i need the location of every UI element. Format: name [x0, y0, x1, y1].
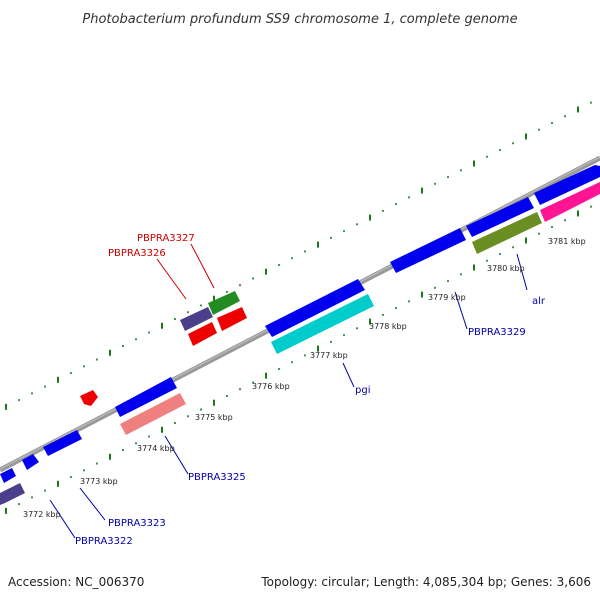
gene-label[interactable]: PBPRA3329	[468, 327, 526, 338]
gene-label-line	[516, 253, 528, 291]
gene-label-line	[190, 243, 215, 289]
gene-label[interactable]: PBPRA3326	[108, 248, 166, 259]
tick-label: 3776 kbp	[252, 382, 290, 391]
gene-labels: PBPRA3322 PBPRA3323 PBPRA3325 pgi PBPRA3329 a…	[75, 233, 546, 547]
gene-label[interactable]: PBPRA3322	[75, 536, 133, 547]
gene-label[interactable]: PBPRA3323	[108, 518, 166, 529]
tick-row-outer	[5, 101, 592, 410]
tick-label: 3775 kbp	[195, 413, 233, 422]
tick-label: 3779 kbp	[428, 293, 466, 302]
tick-label: 3781 kbp	[548, 237, 586, 246]
gene-label-lines	[49, 243, 528, 539]
tick-label: 3780 kbp	[487, 264, 525, 273]
gene-label-line	[164, 435, 189, 475]
gene-label[interactable]: alr	[532, 296, 546, 307]
gene-feature[interactable]	[265, 279, 365, 337]
gene-feature[interactable]	[534, 165, 600, 205]
gene-feature[interactable]	[390, 228, 466, 273]
gene-label[interactable]: PBPRA3327	[137, 233, 195, 244]
gene-feature[interactable]	[43, 430, 82, 456]
tick-label: 3773 kbp	[80, 477, 118, 486]
gene-label[interactable]: PBPRA3325	[188, 472, 246, 483]
gene-feature[interactable]	[80, 390, 98, 406]
gene-feature[interactable]	[217, 307, 247, 331]
gene-feature[interactable]	[0, 468, 16, 483]
gene-label-line	[49, 499, 76, 539]
tick-label: 3772 kbp	[23, 510, 61, 519]
gene-feature[interactable]	[466, 197, 534, 237]
gene-label-line	[454, 291, 468, 330]
gene-feature[interactable]	[188, 322, 217, 346]
tick-label: 3777 kbp	[310, 351, 348, 360]
gene-feature[interactable]	[115, 377, 177, 417]
gene-label[interactable]: pgi	[355, 385, 370, 396]
tick-labels: 3772 kbp 3773 kbp 3774 kbp 3775 kbp 3776 kbp…	[23, 237, 586, 519]
accession-text: Accession: NC_006370	[8, 575, 144, 589]
gene-feature[interactable]	[120, 393, 186, 435]
features	[0, 165, 600, 505]
gene-label-line	[342, 362, 355, 388]
tick-label: 3778 kbp	[369, 322, 407, 331]
gene-feature[interactable]	[0, 483, 25, 505]
gene-feature[interactable]	[271, 294, 374, 354]
gene-feature[interactable]	[540, 182, 600, 222]
gene-feature[interactable]	[472, 212, 542, 254]
gene-feature[interactable]	[22, 454, 39, 470]
tick-row-inner	[5, 205, 592, 514]
gene-feature[interactable]	[208, 291, 240, 315]
map-title: Photobacterium profundum SS9 chromosome …	[82, 12, 517, 27]
genome-summary-text: Topology: circular; Length: 4,085,304 bp…	[260, 575, 591, 589]
gene-label-line	[79, 487, 106, 521]
gene-label-line	[156, 258, 187, 300]
tick-label: 3774 kbp	[137, 444, 175, 453]
gene-feature[interactable]	[180, 307, 213, 331]
